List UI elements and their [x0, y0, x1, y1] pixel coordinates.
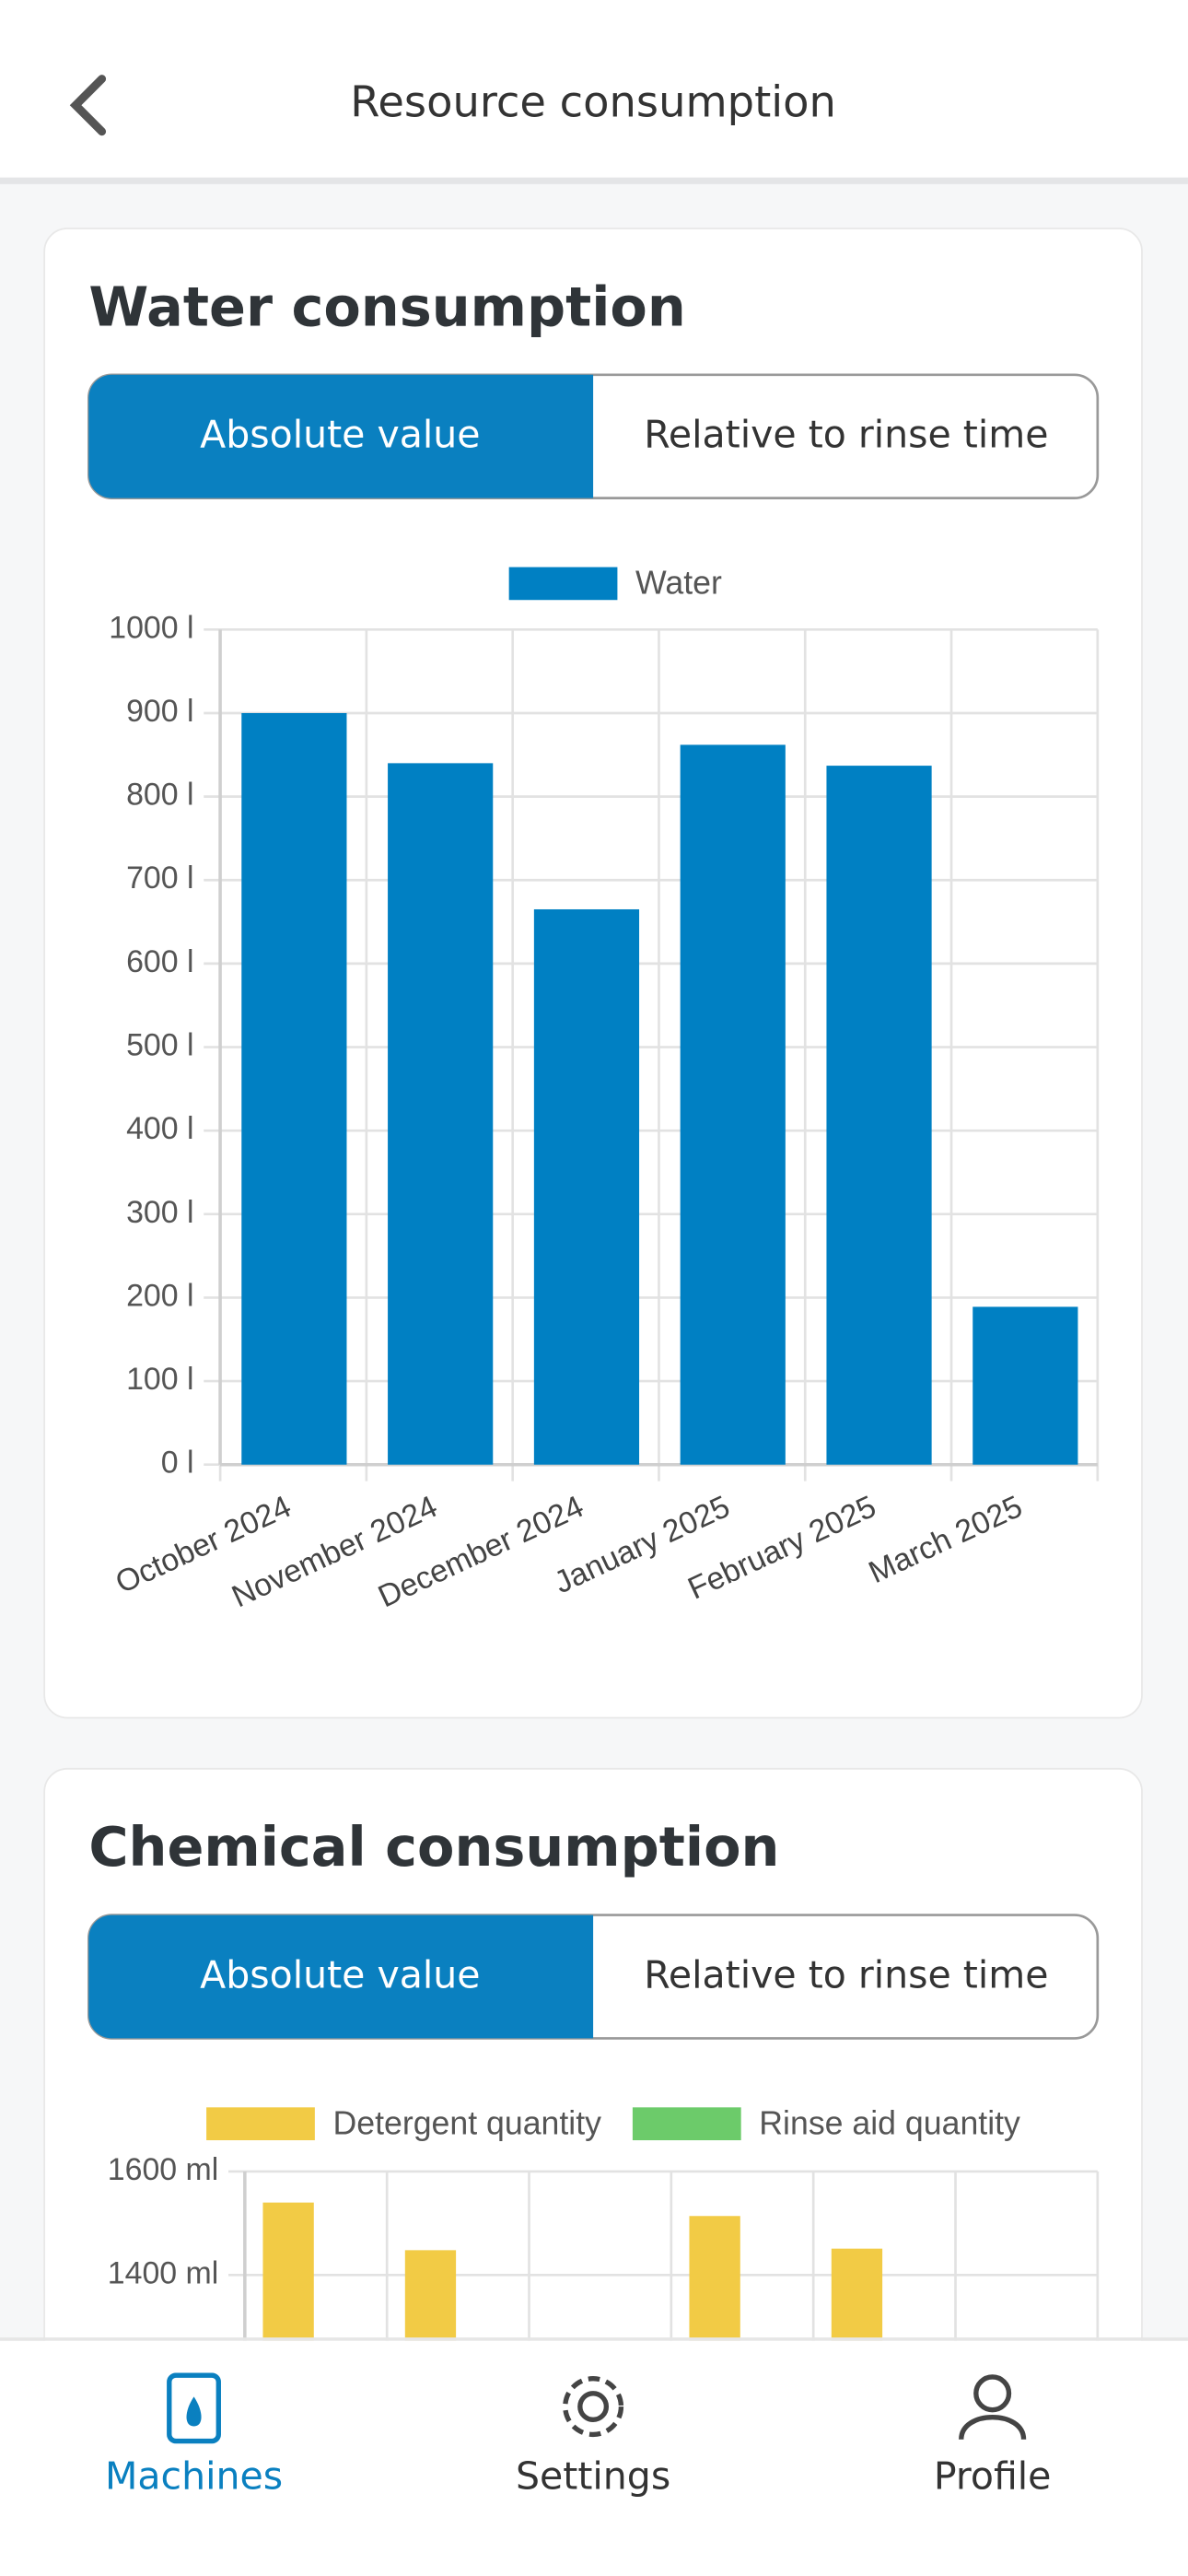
y-tick-label: 700 l: [126, 861, 193, 896]
header-shadow: [0, 177, 1188, 184]
card-title: Chemical consumption: [88, 1815, 779, 1879]
y-tick-label: 0 l: [161, 1446, 194, 1481]
legend-swatch: [206, 2107, 315, 2141]
profile-icon[interactable]: [973, 2374, 1012, 2413]
card-title: Water consumption: [88, 275, 685, 338]
settings-gear: [563, 2376, 624, 2438]
page-title: Resource consumption: [350, 77, 836, 127]
y-tick-label: 400 l: [126, 1111, 193, 1146]
nav-label[interactable]: Machines: [105, 2454, 283, 2499]
bar: [689, 2216, 740, 2341]
y-tick-label: 100 l: [126, 1362, 193, 1397]
bar: [388, 763, 494, 1465]
tab-label[interactable]: Relative to rinse time: [644, 1952, 1048, 1996]
tab-label[interactable]: Absolute value: [200, 1952, 480, 1996]
bottom-nav: Machines Settings Profile: [0, 2337, 1188, 2576]
drop-icon: [186, 2396, 202, 2427]
y-tick-label: 600 l: [126, 944, 193, 979]
y-tick-label: 1600 ml: [108, 2152, 219, 2187]
bar: [262, 2202, 314, 2341]
bar: [241, 712, 347, 1465]
bar: [973, 1306, 1078, 1465]
bar: [826, 766, 932, 1465]
settings-icon[interactable]: [577, 2391, 610, 2423]
back-button[interactable]: [69, 75, 107, 136]
machines-icon[interactable]: [167, 2372, 221, 2444]
profile-body: [959, 2414, 1027, 2441]
tab-active[interactable]: [88, 1914, 594, 2039]
y-tick-label: 1400 ml: [108, 2255, 219, 2290]
bar: [533, 908, 640, 1465]
legend-swatch: [632, 2107, 741, 2141]
bar: [831, 2248, 883, 2341]
y-tick-label: 200 l: [126, 1278, 193, 1313]
y-tick-label: 1000 l: [109, 610, 193, 645]
legend-label: Rinse aid quantity: [759, 2104, 1020, 2141]
y-tick-label: 800 l: [126, 778, 193, 813]
tab-label[interactable]: Absolute value: [200, 413, 480, 457]
bar: [680, 744, 786, 1465]
bar: [404, 2250, 457, 2341]
legend-label: Water: [635, 565, 722, 602]
nav-label[interactable]: Profile: [934, 2454, 1052, 2499]
nav-label[interactable]: Settings: [516, 2454, 670, 2499]
nav-border: [0, 2337, 1188, 2341]
header-bar: [0, 0, 1188, 178]
legend-swatch: [508, 567, 618, 601]
tab-label[interactable]: Relative to rinse time: [644, 413, 1048, 457]
y-tick-label: 900 l: [126, 694, 193, 729]
y-tick-label: 500 l: [126, 1027, 193, 1062]
y-tick-label: 300 l: [126, 1195, 193, 1230]
legend-label: Detergent quantity: [332, 2104, 601, 2141]
tab-active[interactable]: [88, 374, 594, 498]
